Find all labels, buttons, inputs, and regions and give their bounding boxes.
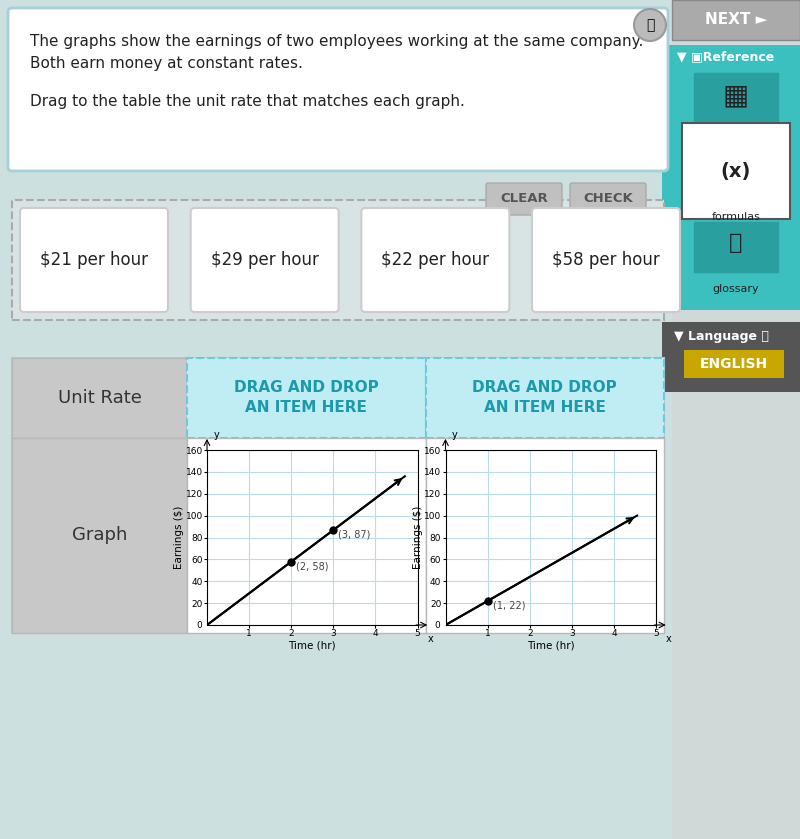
Text: 0: 0 xyxy=(434,621,441,629)
FancyBboxPatch shape xyxy=(8,8,668,171)
Bar xyxy=(662,322,800,392)
Text: formulas: formulas xyxy=(711,212,761,222)
X-axis label: Time (hr): Time (hr) xyxy=(527,641,574,651)
Bar xyxy=(12,358,187,438)
Text: y: y xyxy=(452,430,458,440)
Text: ENGLISH: ENGLISH xyxy=(700,357,768,371)
Text: (3, 87): (3, 87) xyxy=(338,529,370,539)
Text: DRAG AND DROP: DRAG AND DROP xyxy=(472,381,617,395)
X-axis label: Time (hr): Time (hr) xyxy=(289,641,336,651)
Text: CLEAR: CLEAR xyxy=(500,192,548,206)
Bar xyxy=(684,350,784,378)
Text: Graph: Graph xyxy=(72,527,127,545)
Text: ▼ ▣Reference: ▼ ▣Reference xyxy=(677,50,774,63)
Text: 🔊: 🔊 xyxy=(646,18,654,32)
Text: ▼ Language ⓘ: ▼ Language ⓘ xyxy=(674,330,769,343)
Bar xyxy=(694,150,778,200)
Bar xyxy=(672,0,800,40)
Bar xyxy=(672,0,800,839)
Bar xyxy=(426,358,664,438)
Text: x: x xyxy=(427,633,433,644)
Text: 📋: 📋 xyxy=(730,233,742,253)
Text: $22 per hour: $22 per hour xyxy=(382,251,490,269)
Text: (1, 22): (1, 22) xyxy=(493,601,525,611)
Y-axis label: Earnings ($): Earnings ($) xyxy=(174,506,184,569)
FancyBboxPatch shape xyxy=(570,183,646,215)
FancyBboxPatch shape xyxy=(190,208,338,312)
Text: $21 per hour: $21 per hour xyxy=(40,251,148,269)
Bar xyxy=(187,358,426,438)
Text: $29 per hour: $29 per hour xyxy=(210,251,318,269)
Text: y: y xyxy=(214,430,219,440)
Text: CHECK: CHECK xyxy=(583,192,633,206)
Text: AN ITEM HERE: AN ITEM HERE xyxy=(246,400,367,415)
Text: ▦: ▦ xyxy=(723,81,749,109)
FancyBboxPatch shape xyxy=(532,208,680,312)
Text: x: x xyxy=(666,633,671,644)
Bar xyxy=(12,358,664,633)
Text: DRAG AND DROP: DRAG AND DROP xyxy=(234,381,378,395)
Bar xyxy=(187,438,426,633)
FancyBboxPatch shape xyxy=(362,208,510,312)
Text: NEXT ►: NEXT ► xyxy=(705,13,767,28)
Text: Both earn money at constant rates.: Both earn money at constant rates. xyxy=(30,56,303,71)
FancyBboxPatch shape xyxy=(20,208,168,312)
Bar xyxy=(662,45,800,310)
Text: Unit Rate: Unit Rate xyxy=(58,389,142,407)
Text: The graphs show the earnings of two employees working at the same company.: The graphs show the earnings of two empl… xyxy=(30,34,643,49)
Text: 0: 0 xyxy=(196,621,202,629)
Circle shape xyxy=(634,9,666,41)
FancyBboxPatch shape xyxy=(486,183,562,215)
Text: Drag to the table the unit rate that matches each graph.: Drag to the table the unit rate that mat… xyxy=(30,94,465,109)
Bar xyxy=(12,438,187,633)
Text: calculator: calculator xyxy=(709,140,763,150)
Text: AN ITEM HERE: AN ITEM HERE xyxy=(484,400,606,415)
Text: $58 per hour: $58 per hour xyxy=(552,251,660,269)
Text: glossary: glossary xyxy=(713,284,759,294)
Bar xyxy=(694,222,778,272)
Bar xyxy=(426,438,664,633)
Y-axis label: Earnings ($): Earnings ($) xyxy=(413,506,422,569)
Bar xyxy=(12,200,664,320)
Text: (2, 58): (2, 58) xyxy=(296,561,329,571)
Bar xyxy=(694,73,778,128)
Text: (x): (x) xyxy=(721,161,751,180)
